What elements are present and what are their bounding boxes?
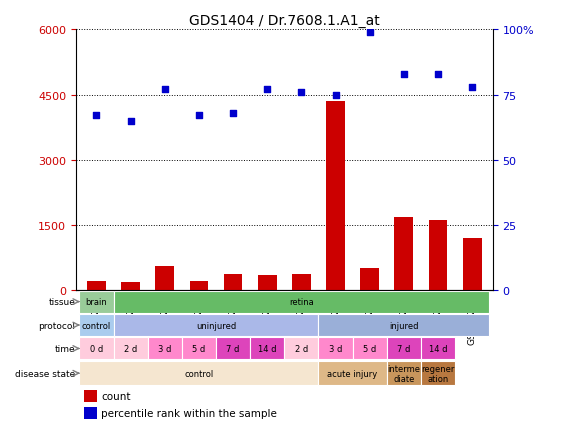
Text: percentile rank within the sample: percentile rank within the sample xyxy=(101,408,277,418)
Point xyxy=(229,110,238,117)
FancyBboxPatch shape xyxy=(319,314,489,336)
Text: 14 d: 14 d xyxy=(429,344,447,353)
Bar xyxy=(395,217,413,290)
FancyBboxPatch shape xyxy=(79,361,319,385)
FancyBboxPatch shape xyxy=(182,338,216,360)
Bar xyxy=(360,269,379,290)
Bar xyxy=(224,274,243,290)
FancyBboxPatch shape xyxy=(79,314,114,336)
Bar xyxy=(87,282,106,290)
Text: protocol: protocol xyxy=(38,321,75,330)
Text: 2 d: 2 d xyxy=(295,344,308,353)
Text: 7 d: 7 d xyxy=(397,344,410,353)
Text: brain: brain xyxy=(86,297,108,306)
Text: 5 d: 5 d xyxy=(193,344,205,353)
FancyBboxPatch shape xyxy=(421,338,455,360)
Title: GDS1404 / Dr.7608.1.A1_at: GDS1404 / Dr.7608.1.A1_at xyxy=(189,14,379,28)
Text: retina: retina xyxy=(289,297,314,306)
Text: 5 d: 5 d xyxy=(363,344,376,353)
Text: 14 d: 14 d xyxy=(258,344,276,353)
Point xyxy=(297,89,306,96)
Bar xyxy=(428,221,448,290)
Text: 2 d: 2 d xyxy=(124,344,137,353)
Text: control: control xyxy=(184,369,213,378)
Text: control: control xyxy=(82,321,111,330)
Text: 0 d: 0 d xyxy=(90,344,103,353)
Point xyxy=(160,87,169,94)
Point xyxy=(468,84,477,91)
Bar xyxy=(155,266,174,290)
Bar xyxy=(121,283,140,290)
Point xyxy=(194,113,203,120)
Bar xyxy=(84,390,97,402)
FancyBboxPatch shape xyxy=(319,361,387,385)
Bar xyxy=(84,407,97,419)
Bar xyxy=(258,275,276,290)
FancyBboxPatch shape xyxy=(352,338,387,360)
Point xyxy=(365,30,374,36)
FancyBboxPatch shape xyxy=(114,314,319,336)
Text: tissue: tissue xyxy=(48,297,75,306)
Text: regener
ation: regener ation xyxy=(421,364,455,383)
Text: interme
diate: interme diate xyxy=(387,364,421,383)
FancyBboxPatch shape xyxy=(421,361,455,385)
FancyBboxPatch shape xyxy=(79,338,114,360)
Text: disease state: disease state xyxy=(15,369,75,378)
Text: 3 d: 3 d xyxy=(329,344,342,353)
FancyBboxPatch shape xyxy=(114,338,148,360)
Text: uninjured: uninjured xyxy=(196,321,236,330)
FancyBboxPatch shape xyxy=(216,338,250,360)
Text: injured: injured xyxy=(389,321,418,330)
FancyBboxPatch shape xyxy=(250,338,284,360)
Point xyxy=(399,71,408,78)
Bar xyxy=(190,282,208,290)
FancyBboxPatch shape xyxy=(79,291,114,313)
Point xyxy=(92,113,101,120)
Point xyxy=(126,118,135,125)
FancyBboxPatch shape xyxy=(387,361,421,385)
Text: 3 d: 3 d xyxy=(158,344,172,353)
Point xyxy=(331,92,340,99)
Point xyxy=(434,71,443,78)
Text: acute injury: acute injury xyxy=(328,369,378,378)
Text: 7 d: 7 d xyxy=(226,344,240,353)
FancyBboxPatch shape xyxy=(284,338,319,360)
FancyBboxPatch shape xyxy=(387,338,421,360)
FancyBboxPatch shape xyxy=(114,291,489,313)
Bar xyxy=(463,238,481,290)
Text: time: time xyxy=(55,344,75,353)
FancyBboxPatch shape xyxy=(319,338,352,360)
Bar xyxy=(292,274,311,290)
Point xyxy=(263,87,272,94)
FancyBboxPatch shape xyxy=(148,338,182,360)
Text: count: count xyxy=(101,391,131,401)
Bar xyxy=(326,102,345,290)
